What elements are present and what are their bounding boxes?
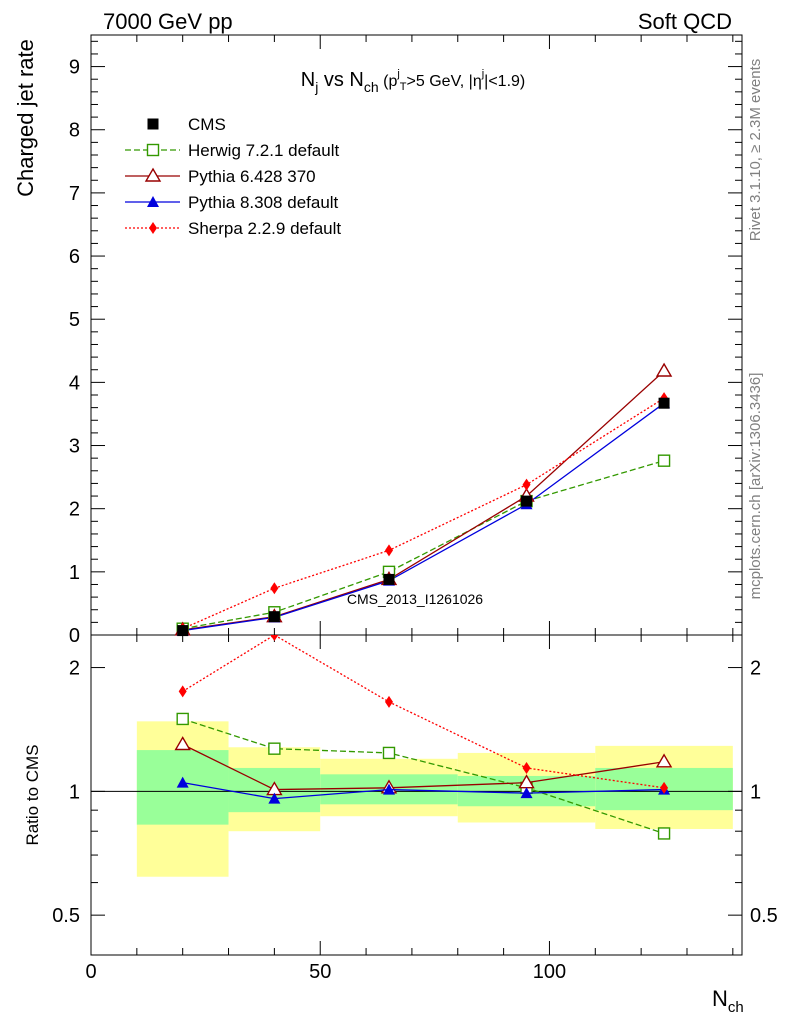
ratio-point-pythia-8-308-default-2 bbox=[382, 783, 395, 795]
legend: CMS Herwig 7.2.1 default Pythia 6.428 370 P… bbox=[125, 115, 341, 238]
analysis-id: CMS_2013_I1261026 bbox=[347, 591, 483, 607]
ratio-tick-label-right-0.5: 0.5 bbox=[750, 905, 778, 927]
point-cms-3 bbox=[521, 495, 533, 507]
legend-marker-sherpa-2-2-9-default bbox=[149, 222, 157, 234]
point-cms-1 bbox=[268, 611, 280, 623]
ratio-frame bbox=[90, 634, 743, 956]
ratio-tick-label-right-1: 1 bbox=[750, 781, 761, 803]
ratio-ylabel: Ratio to CMS bbox=[23, 744, 42, 845]
ratio-point-sherpa-2-2-9-default-4 bbox=[660, 781, 669, 794]
ratio-tick-label-left-1: 1 bbox=[69, 781, 80, 803]
ratio-point-sherpa-2-2-9-default-1 bbox=[270, 635, 279, 641]
legend-marker-herwig-7-2-1-default bbox=[146, 143, 160, 157]
ratio-point-herwig-7-2-1-default-1 bbox=[268, 742, 281, 755]
ratio-point-herwig-7-2-1-default-4 bbox=[657, 827, 671, 840]
point-sherpa-2-2-9-default-3 bbox=[522, 478, 531, 491]
y-tick-label-4: 4 bbox=[69, 372, 80, 394]
ratio-point-sherpa-2-2-9-default-0 bbox=[178, 685, 187, 698]
x-axis-label: Nch bbox=[712, 986, 744, 1016]
ratio-tick-label-left-0.5: 0.5 bbox=[52, 905, 80, 927]
side-text-top: Rivet 3.1.10, ≥ 2.3M events bbox=[747, 59, 764, 242]
y-tick-label-6: 6 bbox=[69, 246, 80, 268]
point-sherpa-2-2-9-default-1 bbox=[270, 582, 279, 595]
legend-marker-cms bbox=[147, 118, 159, 130]
legend-label-herwig-7-2-1-default: Herwig 7.2.1 default bbox=[188, 141, 339, 160]
point-cms-0 bbox=[177, 625, 189, 637]
x-tick-label-50: 50 bbox=[309, 961, 331, 983]
side-text-bottom: mcplots.cern.ch [arXiv:1306.3436] bbox=[747, 373, 764, 600]
legend-marker-pythia-8-308-default bbox=[147, 196, 159, 207]
tick-labels: 0 50 100 0 1 2 3 4 5 6 7 8 9 0.5 0.5 1 1 2 2 bbox=[52, 57, 778, 983]
legend-label-cms: CMS bbox=[188, 115, 226, 134]
y-tick-label-5: 5 bbox=[69, 309, 80, 331]
legend-label-pythia-8-308-default: Pythia 8.308 default bbox=[188, 193, 339, 212]
axis-ticks bbox=[90, 35, 742, 955]
line-herwig-7-2-1-default bbox=[182, 460, 665, 630]
plot-frames bbox=[90, 34, 743, 956]
x-tick-label-0: 0 bbox=[85, 961, 96, 983]
y-tick-label-9: 9 bbox=[69, 57, 80, 79]
point-pythia-6-428-370-4 bbox=[655, 362, 673, 377]
ratio-point-sherpa-2-2-9-default-3 bbox=[522, 761, 531, 774]
legend-label-pythia-6-428-370: Pythia 6.428 370 bbox=[188, 167, 316, 186]
ratio-series-group bbox=[174, 635, 673, 840]
ratio-point-pythia-8-308-default-1 bbox=[268, 792, 281, 804]
header-right: Soft QCD bbox=[638, 9, 732, 34]
y-tick-label-8: 8 bbox=[69, 120, 80, 142]
y-tick-label-2: 2 bbox=[69, 499, 80, 521]
ratio-point-pythia-8-308-default-3 bbox=[520, 787, 533, 799]
ratio-point-pythia-6-428-370-4 bbox=[655, 753, 673, 768]
upper-ylabel: Charged jet rate bbox=[13, 39, 38, 197]
y-tick-label-1: 1 bbox=[69, 562, 80, 584]
y-tick-label-0: 0 bbox=[69, 625, 80, 647]
ratio-tick-label-right-2: 2 bbox=[750, 658, 761, 680]
plot-title: Nj vs Nch (pjT>5 GeV, |ηj|<1.9) bbox=[301, 68, 526, 95]
ratio-point-pythia-8-308-default-0 bbox=[176, 776, 189, 788]
ratio-series-lines bbox=[174, 635, 673, 840]
y-tick-label-3: 3 bbox=[69, 436, 80, 458]
ratio-tick-label-left-2: 2 bbox=[69, 658, 80, 680]
point-cms-2 bbox=[383, 573, 395, 585]
y-tick-label-7: 7 bbox=[69, 183, 80, 205]
upper-series-lines bbox=[174, 362, 673, 637]
ratio-point-pythia-6-428-370-0 bbox=[174, 736, 191, 751]
point-herwig-7-2-1-default-4 bbox=[657, 454, 671, 467]
ratio-point-herwig-7-2-1-default-2 bbox=[382, 746, 396, 760]
ratio-point-sherpa-2-2-9-default-2 bbox=[384, 695, 393, 708]
legend-marker-pythia-6-428-370 bbox=[144, 167, 162, 182]
point-cms-4 bbox=[658, 397, 670, 409]
header-left: 7000 GeV pp bbox=[103, 9, 233, 34]
x-tick-label-100: 100 bbox=[533, 961, 566, 983]
ratio-point-herwig-7-2-1-default-0 bbox=[176, 712, 189, 726]
legend-label-sherpa-2-2-9-default: Sherpa 2.2.9 default bbox=[188, 219, 341, 238]
point-sherpa-2-2-9-default-2 bbox=[384, 544, 393, 557]
